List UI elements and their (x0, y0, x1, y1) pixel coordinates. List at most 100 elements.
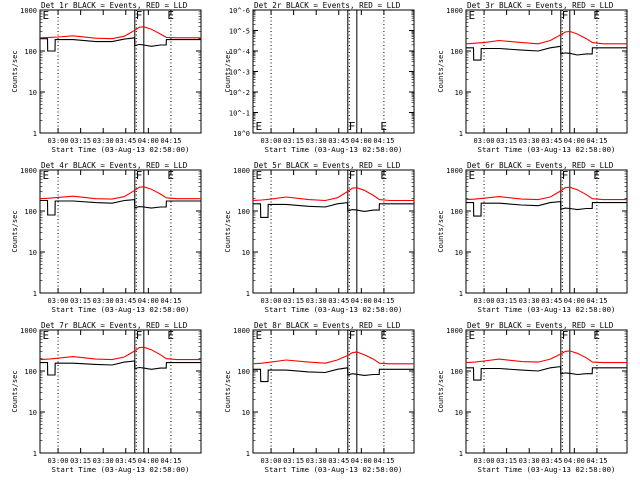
events-series-line (253, 201, 414, 218)
y-tick-label: 100 (24, 48, 37, 56)
interval-marker-label: E (380, 120, 387, 133)
y-tick-label: 1000 (446, 7, 463, 15)
y-axis-label: Counts/sec (224, 210, 232, 252)
lld-series-line (39, 26, 201, 40)
panel-title: Det 8r BLACK = Events, RED = LLD (254, 321, 401, 330)
interval-marker-label: E (380, 169, 387, 182)
y-tick-label: 100 (450, 208, 463, 216)
panel-title: Det 2r BLACK = Events, RED = LLD (254, 1, 401, 10)
x-tick-label: 04:15 (160, 297, 181, 305)
interval-marker-label: E (167, 329, 174, 342)
lld-series-line (465, 186, 627, 201)
y-tick-label: 1 (33, 450, 37, 458)
x-tick-label: 03:00 (48, 297, 69, 305)
y-tick-label: 10^0 (233, 130, 250, 138)
y-tick-label: 10^-4 (229, 48, 250, 56)
x-tick-label: 03:30 (519, 137, 540, 145)
y-tick-label: 10 (455, 89, 463, 97)
interval-marker-label: E (256, 329, 263, 342)
x-axis-label: Start Time (03-Aug-13 02:58:00) (265, 145, 403, 154)
y-axis-label: Counts/sec (11, 50, 19, 92)
interval-marker-label: F (349, 120, 356, 133)
x-tick-label: 04:15 (586, 137, 607, 145)
x-tick-label: 04:15 (586, 457, 607, 465)
plot-frame (39, 169, 202, 294)
panel-title: Det 9r BLACK = Events, RED = LLD (467, 321, 614, 330)
x-tick-label: 04:00 (138, 457, 159, 465)
y-tick-label: 10 (242, 249, 250, 257)
interval-marker-label: F (349, 169, 356, 182)
x-tick-label: 03:30 (306, 297, 327, 305)
x-tick-label: 03:00 (48, 137, 69, 145)
x-tick-label: 03:30 (93, 137, 114, 145)
y-tick-label: 10 (29, 89, 37, 97)
interval-marker-label: E (43, 329, 50, 342)
x-tick-label: 03:15 (496, 457, 517, 465)
x-tick-label: 03:45 (115, 137, 136, 145)
x-tick-label: 03:15 (496, 137, 517, 145)
interval-marker-label: F (349, 329, 356, 342)
y-tick-label: 100 (24, 208, 37, 216)
y-tick-label: 10^-5 (229, 28, 250, 36)
x-tick-label: 03:45 (328, 137, 349, 145)
x-tick-label: 04:00 (564, 297, 585, 305)
interval-marker-label: E (593, 9, 600, 22)
x-tick-label: 03:30 (519, 297, 540, 305)
plot-frame (465, 9, 628, 134)
x-tick-label: 03:30 (306, 137, 327, 145)
x-axis-label: Start Time (03-Aug-13 02:58:00) (478, 305, 616, 314)
x-tick-label: 03:45 (541, 457, 562, 465)
plot-frame (39, 329, 202, 454)
events-series-line (466, 45, 627, 61)
panel-det-9: Det 9r BLACK = Events, RED = LLD 1 10 100 10… (437, 321, 628, 474)
y-axis-label: Counts/sec (437, 50, 445, 92)
x-axis-label: Start Time (03-Aug-13 02:58:00) (265, 305, 403, 314)
interval-marker-label: E (469, 329, 476, 342)
interval-marker-label: E (256, 120, 263, 133)
x-tick-label: 03:30 (306, 457, 327, 465)
x-tick-label: 03:45 (541, 297, 562, 305)
interval-marker-label: F (562, 329, 569, 342)
y-tick-label: 1 (33, 130, 37, 138)
plot-frame (252, 9, 415, 134)
x-axis-label: Start Time (03-Aug-13 02:58:00) (478, 465, 616, 474)
x-tick-label: 03:00 (474, 137, 495, 145)
panel-det-2: Det 2r BLACK = Events, RED = LLD 10^0 10^-… (224, 1, 415, 154)
x-tick-label: 03:00 (261, 457, 282, 465)
x-tick-label: 04:15 (373, 297, 394, 305)
y-tick-label: 10 (29, 409, 37, 417)
lld-series-line (465, 30, 627, 45)
lld-series-line (252, 351, 414, 365)
y-tick-label: 10^-2 (229, 89, 250, 97)
x-tick-label: 04:15 (586, 297, 607, 305)
interval-marker-label: E (593, 329, 600, 342)
events-series-line (466, 365, 627, 381)
x-tick-label: 04:00 (138, 137, 159, 145)
events-series-line (40, 37, 201, 52)
y-tick-label: 100 (237, 368, 250, 376)
y-tick-label: 1000 (233, 327, 250, 335)
events-series-line (466, 200, 627, 217)
x-tick-label: 03:30 (93, 297, 114, 305)
x-tick-label: 03:45 (115, 457, 136, 465)
x-tick-label: 03:00 (261, 297, 282, 305)
x-tick-label: 03:00 (474, 457, 495, 465)
events-series-line (40, 360, 201, 376)
x-tick-label: 04:00 (351, 297, 372, 305)
interval-marker-label: E (167, 9, 174, 22)
y-tick-label: 10 (455, 249, 463, 257)
y-tick-label: 1000 (20, 327, 37, 335)
y-tick-label: 1 (246, 450, 250, 458)
x-tick-label: 03:15 (283, 137, 304, 145)
panel-det-3: Det 3r BLACK = Events, RED = LLD 1 10 100 10… (437, 1, 628, 154)
interval-marker-label: E (380, 329, 387, 342)
plot-frame (252, 329, 415, 454)
y-tick-label: 100 (24, 368, 37, 376)
x-tick-label: 04:15 (373, 457, 394, 465)
panel-det-6: Det 6r BLACK = Events, RED = LLD 1 10 100 10… (437, 161, 628, 314)
x-tick-label: 04:00 (564, 137, 585, 145)
y-tick-label: 1 (33, 290, 37, 298)
events-series-line (40, 199, 201, 216)
y-tick-label: 10^-3 (229, 69, 250, 77)
